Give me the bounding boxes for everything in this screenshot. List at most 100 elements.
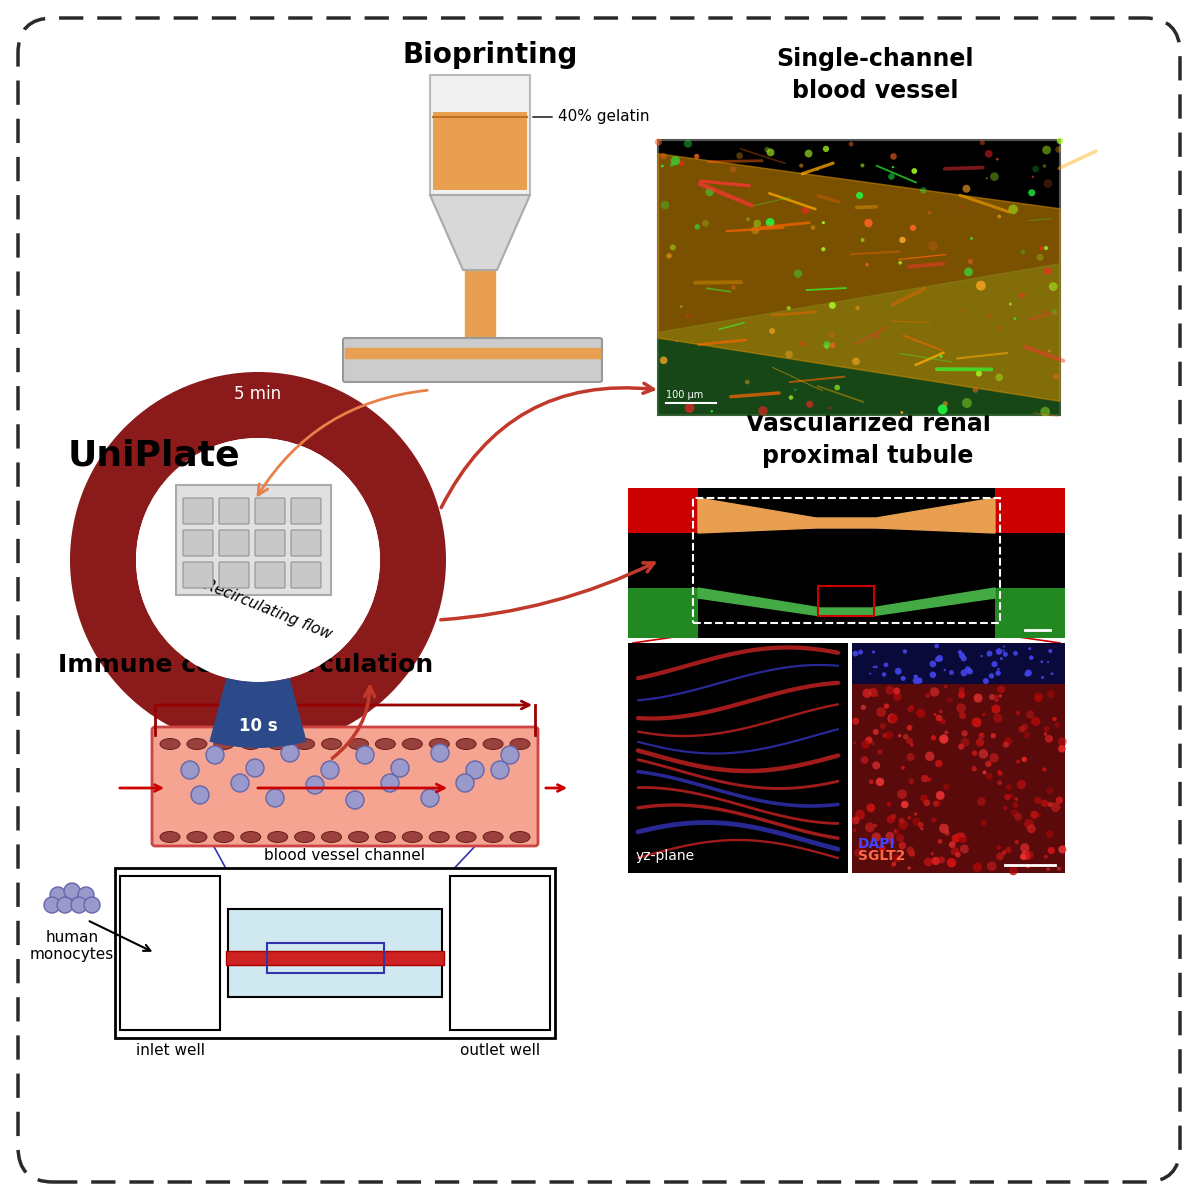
Circle shape (910, 704, 914, 709)
Circle shape (1048, 349, 1051, 353)
Circle shape (231, 774, 249, 792)
Circle shape (990, 754, 999, 762)
Circle shape (754, 220, 761, 227)
Ellipse shape (483, 738, 503, 750)
Circle shape (958, 206, 961, 209)
Circle shape (873, 332, 879, 340)
Circle shape (949, 670, 954, 674)
Circle shape (972, 718, 981, 727)
Circle shape (661, 164, 664, 167)
Circle shape (246, 758, 264, 778)
Ellipse shape (241, 832, 261, 842)
Circle shape (938, 857, 945, 863)
Circle shape (1045, 734, 1053, 743)
Circle shape (852, 358, 860, 365)
Circle shape (1005, 847, 1011, 853)
FancyBboxPatch shape (343, 338, 603, 382)
Circle shape (982, 770, 986, 774)
Circle shape (1031, 716, 1040, 726)
Circle shape (872, 762, 881, 769)
Circle shape (858, 842, 865, 850)
Circle shape (1028, 647, 1031, 650)
Circle shape (887, 815, 895, 823)
Circle shape (876, 778, 884, 786)
Text: Vascularized renal
proximal tubule: Vascularized renal proximal tubule (745, 413, 991, 468)
Circle shape (943, 784, 950, 790)
Circle shape (982, 713, 986, 716)
Circle shape (914, 674, 916, 678)
Circle shape (996, 852, 1004, 860)
Circle shape (137, 438, 380, 682)
Circle shape (934, 760, 943, 767)
Ellipse shape (321, 832, 341, 842)
Circle shape (960, 845, 969, 853)
Circle shape (964, 268, 973, 276)
Circle shape (872, 666, 875, 668)
Circle shape (785, 350, 793, 359)
Circle shape (968, 259, 973, 264)
Ellipse shape (267, 738, 288, 750)
Circle shape (1051, 672, 1053, 676)
Circle shape (910, 224, 916, 230)
Circle shape (1005, 785, 1012, 791)
Circle shape (990, 694, 996, 700)
Circle shape (997, 668, 999, 671)
FancyBboxPatch shape (628, 643, 848, 874)
Circle shape (860, 163, 865, 168)
Circle shape (1021, 250, 1025, 254)
Circle shape (996, 671, 1000, 676)
FancyBboxPatch shape (183, 498, 213, 524)
Circle shape (990, 173, 999, 181)
Circle shape (979, 732, 985, 739)
Circle shape (934, 643, 939, 648)
Circle shape (860, 238, 865, 242)
Circle shape (1031, 175, 1034, 178)
Circle shape (78, 887, 93, 902)
Circle shape (913, 677, 920, 684)
Text: 5 min: 5 min (235, 385, 282, 403)
FancyBboxPatch shape (628, 488, 1065, 638)
Circle shape (996, 695, 999, 698)
Circle shape (863, 689, 872, 698)
Circle shape (991, 733, 996, 738)
Text: outlet well: outlet well (460, 1043, 540, 1058)
Circle shape (920, 187, 926, 193)
FancyBboxPatch shape (432, 112, 527, 190)
Ellipse shape (403, 738, 423, 750)
Circle shape (958, 653, 964, 659)
Circle shape (1021, 844, 1029, 852)
Circle shape (938, 800, 943, 805)
Circle shape (884, 662, 889, 667)
Circle shape (960, 712, 966, 719)
Circle shape (799, 163, 804, 168)
Circle shape (976, 797, 986, 806)
Circle shape (1035, 696, 1041, 702)
Circle shape (992, 704, 1000, 714)
FancyBboxPatch shape (219, 498, 249, 524)
Circle shape (1014, 650, 1018, 655)
FancyBboxPatch shape (152, 727, 538, 846)
Circle shape (1029, 655, 1034, 660)
Circle shape (981, 820, 987, 826)
Circle shape (934, 656, 940, 661)
Circle shape (993, 714, 1003, 722)
Circle shape (951, 834, 960, 842)
Ellipse shape (214, 738, 234, 750)
Circle shape (865, 822, 875, 832)
Circle shape (956, 703, 966, 713)
Circle shape (745, 379, 750, 384)
Circle shape (676, 340, 678, 342)
Polygon shape (430, 194, 530, 270)
Circle shape (685, 403, 695, 413)
Circle shape (787, 306, 791, 310)
Circle shape (1041, 799, 1048, 808)
Circle shape (1047, 661, 1049, 664)
Circle shape (896, 834, 904, 842)
Circle shape (501, 746, 519, 764)
Circle shape (266, 790, 284, 806)
Text: DAPI: DAPI (858, 838, 896, 851)
Circle shape (901, 676, 906, 680)
Circle shape (305, 776, 323, 794)
Circle shape (1024, 851, 1034, 859)
Circle shape (1025, 670, 1031, 677)
